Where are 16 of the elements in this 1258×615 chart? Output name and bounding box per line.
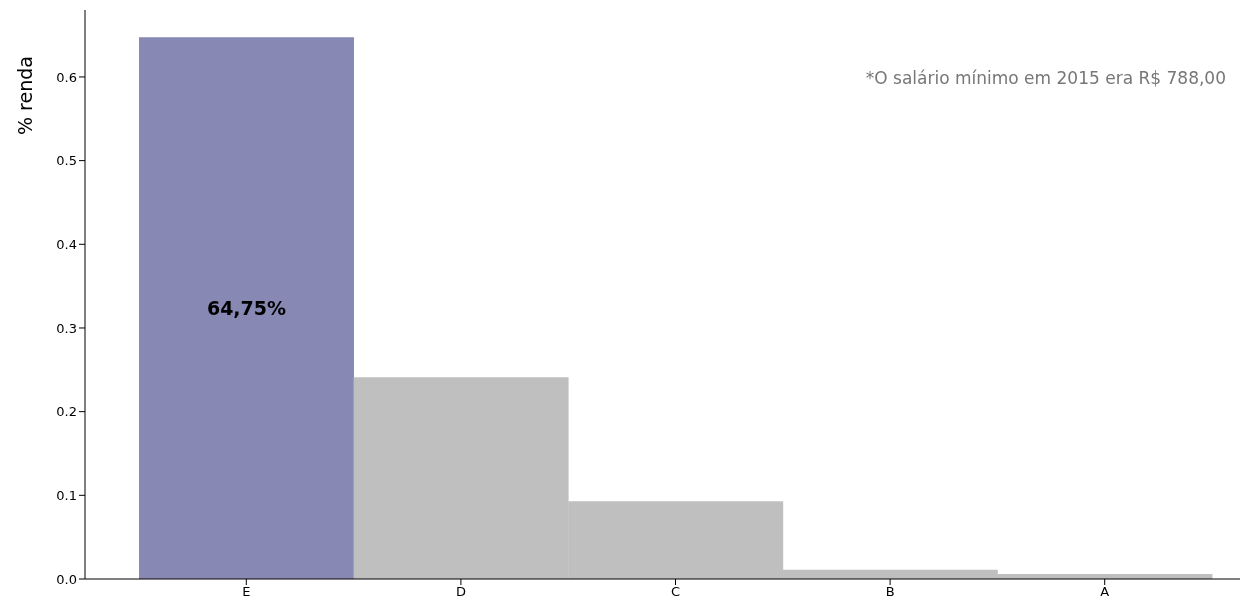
y-tick-label: 0.0	[56, 571, 77, 587]
bar	[139, 37, 354, 579]
x-tick-label: A	[1100, 584, 1110, 600]
y-tick-label: 0.6	[56, 69, 77, 85]
y-tick-label: 0.5	[56, 153, 77, 169]
y-tick-label: 0.4	[56, 236, 77, 252]
x-tick-label: C	[670, 584, 681, 600]
x-tick-label: E	[242, 584, 251, 600]
annotation: *O salário mínimo em 2015 era R$ 788,00	[865, 68, 1226, 88]
y-tick-label: 0.2	[56, 404, 77, 420]
data-label: 64,75%	[206, 296, 287, 319]
y-axis-title: % renda	[14, 56, 37, 135]
x-tick-label: B	[885, 584, 895, 600]
x-tick-label: D	[455, 584, 466, 600]
y-tick-label: 0.1	[56, 487, 77, 503]
y-tick-label: 0.3	[56, 320, 77, 336]
